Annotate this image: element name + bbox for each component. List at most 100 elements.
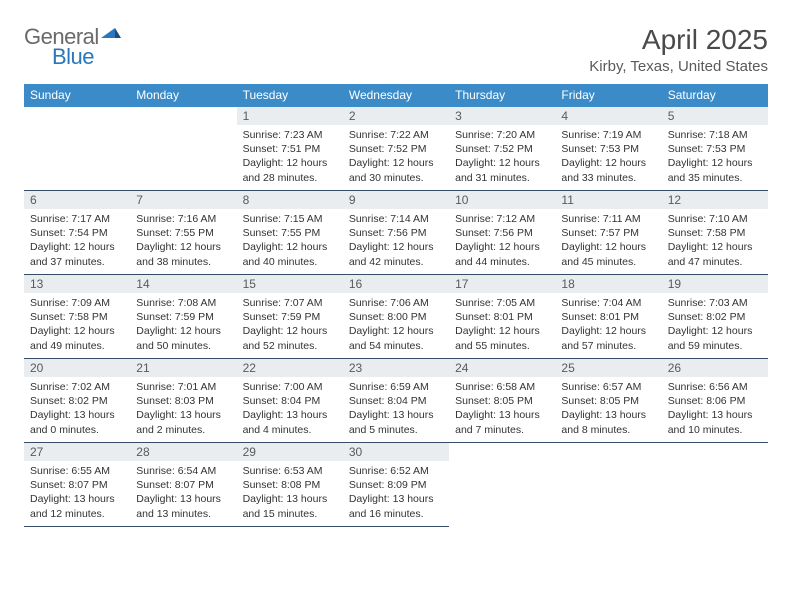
daylight-line: Daylight: 13 hours and 12 minutes. [30,493,115,519]
day-details: Sunrise: 7:16 AMSunset: 7:55 PMDaylight:… [130,209,236,273]
sunrise-line: Sunrise: 6:59 AM [349,381,429,393]
daylight-line: Daylight: 12 hours and 55 minutes. [455,325,540,351]
weekday-header: Thursday [449,84,555,107]
sunset-line: Sunset: 7:59 PM [136,311,214,323]
day-number: 2 [343,107,449,125]
sunset-line: Sunset: 7:51 PM [243,143,321,155]
sunrise-line: Sunrise: 7:14 AM [349,213,429,225]
day-details: Sunrise: 7:08 AMSunset: 7:59 PMDaylight:… [130,293,236,357]
weekday-header: Friday [555,84,661,107]
day-number: 22 [237,359,343,377]
calendar-day-cell: 12Sunrise: 7:10 AMSunset: 7:58 PMDayligh… [662,191,768,275]
day-details: Sunrise: 7:19 AMSunset: 7:53 PMDaylight:… [555,125,661,189]
day-details: Sunrise: 7:00 AM Sunset: 8:04 PM Daylight:… [237,377,343,441]
calendar-day-cell: 5Sunrise: 7:18 AMSunset: 7:53 PMDaylight… [662,107,768,191]
sunrise-line: Sunrise: 7:23 AM [243,129,323,141]
day-number: 28 [130,443,236,461]
sunrise-line: Sunrise: 7:20 AM [455,129,535,141]
day-details: Sunrise: 6:58 AMSunset: 8:05 PMDaylight:… [449,377,555,441]
day-details: Sunrise: 7:04 AMSunset: 8:01 PMDaylight:… [555,293,661,357]
daylight-line: Daylight: 12 hours and 33 minutes. [561,157,646,183]
daylight-line: Daylight: 12 hours and 35 minutes. [668,157,753,183]
sunrise-line: Sunrise: 7:15 AM [243,213,323,225]
daylight-line: Daylight: 12 hours and 42 minutes. [349,241,434,267]
day-number: 29 [237,443,343,461]
sunrise-line: Sunrise: 6:54 AM [136,465,216,477]
calendar-day-cell: 1Sunrise: 7:23 AMSunset: 7:51 PMDaylight… [237,107,343,191]
day-number: 20 [24,359,130,377]
sunset-line: Sunset: 8:00 PM [349,311,427,323]
day-details: Sunrise: 7:09 AMSunset: 7:58 PMDaylight:… [24,293,130,357]
daylight-line: Daylight: 13 hours and 2 minutes. [136,409,221,435]
day-details: Sunrise: 6:59 AMSunset: 8:04 PMDaylight:… [343,377,449,441]
sunset-line: Sunset: 8:04 PM [349,395,427,407]
sunset-line: Sunset: 7:58 PM [30,311,108,323]
day-number: 27 [24,443,130,461]
header: General Blue April 2025 Kirby, Texas, Un… [24,24,768,76]
calendar-empty-cell [24,107,130,191]
sunrise-line: Sunrise: 7:05 AM [455,297,535,309]
sunrise-line: Sunrise: 7:16 AM [136,213,216,225]
day-number: 26 [662,359,768,377]
calendar-day-cell: 17 Sunrise: 7:05 AM Sunset: 8:01 PM Dayligh… [449,275,555,359]
weekday-header: Monday [130,84,236,107]
weekday-header: Tuesday [237,84,343,107]
title-block: April 2025 Kirby, Texas, United States [589,24,768,75]
sunrise-line: Sunrise: 7:00 AM [243,381,323,393]
sunrise-line: Sunrise: 7:08 AM [136,297,216,309]
sunrise-line: Sunrise: 6:57 AM [561,381,641,393]
day-number: 8 [237,191,343,209]
weekday-header: Sunday [24,84,130,107]
sunset-line: Sunset: 7:52 PM [349,143,427,155]
sunrise-line: Sunrise: 6:55 AM [30,465,110,477]
daylight-line: Daylight: 13 hours and 4 minutes. [243,409,328,435]
daylight-line: Daylight: 13 hours and 10 minutes. [668,409,753,435]
daylight-line: Daylight: 13 hours and 7 minutes. [455,409,540,435]
day-number: 7 [130,191,236,209]
day-number: 25 [555,359,661,377]
sunrise-line: Sunrise: 7:18 AM [668,129,748,141]
sunrise-line: Sunrise: 7:10 AM [668,213,748,225]
daylight-line: Daylight: 12 hours and 57 minutes. [561,325,646,351]
day-number: 17 [449,275,555,293]
day-details: Sunrise: 7:01 AMSunset: 8:03 PMDaylight:… [130,377,236,441]
day-number: 30 [343,443,449,461]
day-number: 24 [449,359,555,377]
daylight-line: Daylight: 12 hours and 45 minutes. [561,241,646,267]
day-number: 11 [555,191,661,209]
sunset-line: Sunset: 8:01 PM [455,311,533,323]
day-details: Sunrise: 7:03 AMSunset: 8:02 PMDaylight:… [662,293,768,357]
sunset-line: Sunset: 8:03 PM [136,395,214,407]
day-number: 3 [449,107,555,125]
sunrise-line: Sunrise: 6:52 AM [349,465,429,477]
calendar-day-cell: 23Sunrise: 6:59 AMSunset: 8:04 PMDayligh… [343,359,449,443]
calendar-day-cell: 16 Sunrise: 7:06 AM Sunset: 8:00 PM Dayligh… [343,275,449,359]
day-details: Sunrise: 6:56 AMSunset: 8:06 PMDaylight:… [662,377,768,441]
brand-part2: Blue [52,44,94,69]
day-number: 16 [343,275,449,293]
sunset-line: Sunset: 8:09 PM [349,479,427,491]
sunset-line: Sunset: 7:53 PM [561,143,639,155]
location: Kirby, Texas, United States [589,58,768,75]
sunrise-line: Sunrise: 7:04 AM [561,297,641,309]
sunset-line: Sunset: 8:04 PM [243,395,321,407]
sunset-line: Sunset: 7:58 PM [668,227,746,239]
weekday-header: Wednesday [343,84,449,107]
sunset-line: Sunset: 8:08 PM [243,479,321,491]
calendar-table: SundayMondayTuesdayWednesdayThursdayFrid… [24,84,768,527]
calendar-day-cell: 19Sunrise: 7:03 AMSunset: 8:02 PMDayligh… [662,275,768,359]
daylight-line: Daylight: 12 hours and 52 minutes. [243,325,328,351]
sunrise-line: Sunrise: 7:07 AM [243,297,323,309]
calendar-day-cell: 6Sunrise: 7:17 AMSunset: 7:54 PMDaylight… [24,191,130,275]
daylight-line: Daylight: 12 hours and 37 minutes. [30,241,115,267]
calendar-day-cell: 26Sunrise: 6:56 AMSunset: 8:06 PMDayligh… [662,359,768,443]
calendar-empty-cell [130,107,236,191]
day-number: 4 [555,107,661,125]
daylight-line: Daylight: 12 hours and 38 minutes. [136,241,221,267]
daylight-line: Daylight: 12 hours and 54 minutes. [349,325,434,351]
sunrise-line: Sunrise: 7:06 AM [349,297,429,309]
brand-mark-icon [101,18,121,44]
day-number: 13 [24,275,130,293]
daylight-line: Daylight: 12 hours and 44 minutes. [455,241,540,267]
daylight-line: Daylight: 12 hours and 30 minutes. [349,157,434,183]
